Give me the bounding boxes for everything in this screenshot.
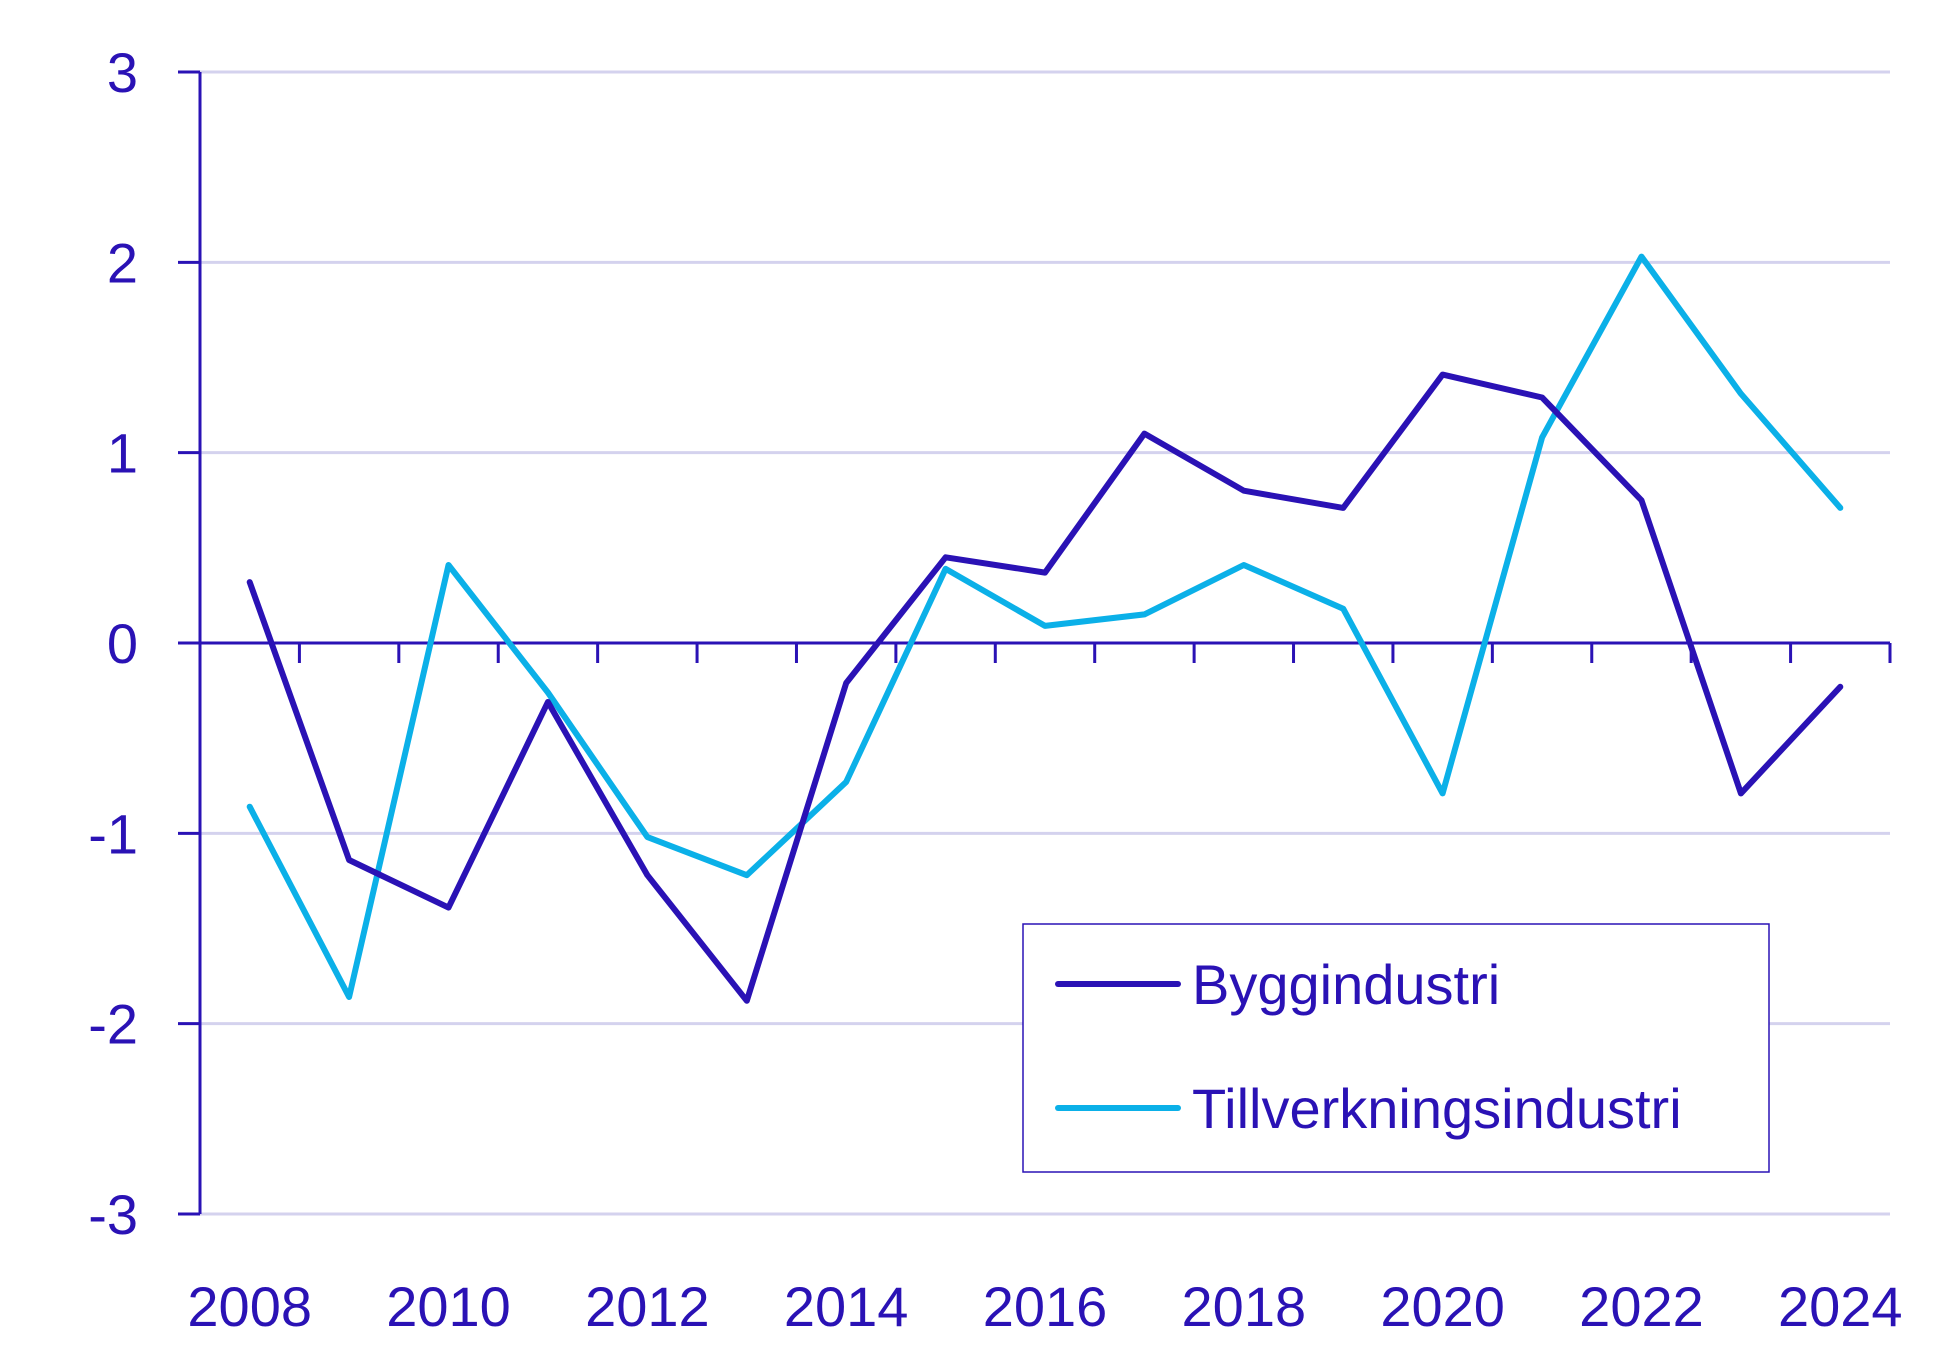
- y-tick-label: 3: [107, 41, 138, 104]
- tick-labels: 3 2 1 0 -1 -2 -3 2008 2010 2012 2014 2016 2018 2020 20…: [88, 41, 1902, 1338]
- x-tick-label: 2012: [585, 1275, 710, 1338]
- series-line-tillverkningsindustri: [246, 253, 1844, 1000]
- x-tick-label: 2018: [1182, 1275, 1307, 1338]
- series-line-byggindustri: [246, 371, 1844, 1004]
- y-tick-label: -2: [88, 993, 138, 1056]
- legend: Byggindustri Tillverkningsindustri: [1022, 923, 1770, 1173]
- y-tick-label: 1: [107, 422, 138, 485]
- y-tick-label: -1: [88, 802, 138, 865]
- x-tick-label: 2008: [187, 1275, 312, 1338]
- x-tick-label: 2016: [983, 1275, 1108, 1338]
- legend-box: [1022, 923, 1770, 1173]
- x-tick-label: 2020: [1380, 1275, 1505, 1338]
- legend-label-tillverkningsindustri: Tillverkningsindustri: [1192, 1077, 1682, 1140]
- x-tick-label: 2022: [1579, 1275, 1704, 1338]
- axes: [178, 70, 1892, 1216]
- y-tick-label: 2: [107, 231, 138, 294]
- y-tick-label: -3: [88, 1183, 138, 1246]
- x-tick-label: 2024: [1778, 1275, 1903, 1338]
- series-lines: [246, 253, 1844, 1004]
- x-tick-label: 2010: [386, 1275, 511, 1338]
- y-tick-label: 0: [107, 612, 138, 675]
- legend-label-byggindustri: Byggindustri: [1192, 953, 1500, 1016]
- x-tick-label: 2014: [784, 1275, 909, 1338]
